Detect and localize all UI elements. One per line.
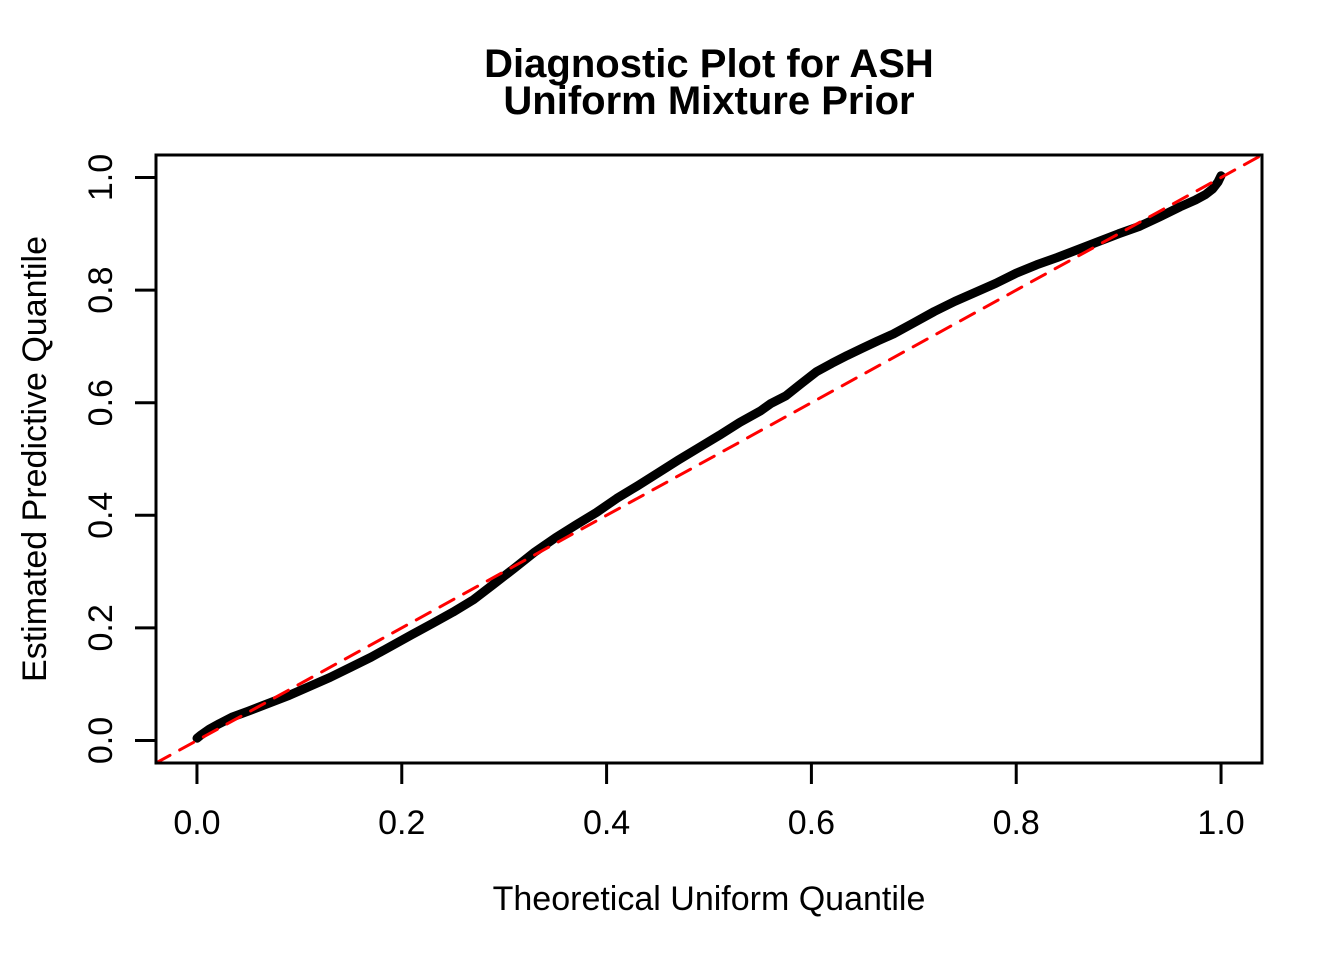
y-axis-ticks xyxy=(135,176,156,742)
y-tick-label: 0.8 xyxy=(82,266,120,313)
chart-title-line-2: Uniform Mixture Prior xyxy=(503,79,914,123)
x-axis-tick-labels: 0.0 0.2 0.4 0.6 0.8 1.0 xyxy=(173,804,1244,842)
x-tick-label: 0.8 xyxy=(993,804,1040,842)
chart-title-line-1: Diagnostic Plot for ASH xyxy=(484,42,934,86)
y-tick-label: 1.0 xyxy=(82,154,120,201)
x-axis-ticks xyxy=(195,763,1223,784)
y-tick-label: 0.2 xyxy=(82,604,120,651)
x-axis-label: Theoretical Uniform Quantile xyxy=(493,880,926,918)
y-tick-label: 0.0 xyxy=(82,717,120,764)
x-tick-label: 0.2 xyxy=(378,804,425,842)
y-axis-label: Estimated Predictive Quantile xyxy=(16,236,54,682)
x-tick-label: 0.6 xyxy=(788,804,835,842)
y-tick-label: 0.4 xyxy=(82,492,120,539)
estimated-predictive-quantile-curve xyxy=(192,171,1226,743)
x-tick-label: 0.0 xyxy=(173,804,220,842)
series-layer xyxy=(154,153,1264,765)
plot-box xyxy=(154,153,1264,765)
x-tick-label: 0.4 xyxy=(583,804,630,842)
y-axis-tick-labels: 0.0 0.2 0.4 0.6 0.8 1.0 xyxy=(82,154,120,764)
identity-reference-line xyxy=(154,153,1264,765)
y-tick-label: 0.6 xyxy=(82,379,120,426)
x-tick-label: 1.0 xyxy=(1197,804,1244,842)
